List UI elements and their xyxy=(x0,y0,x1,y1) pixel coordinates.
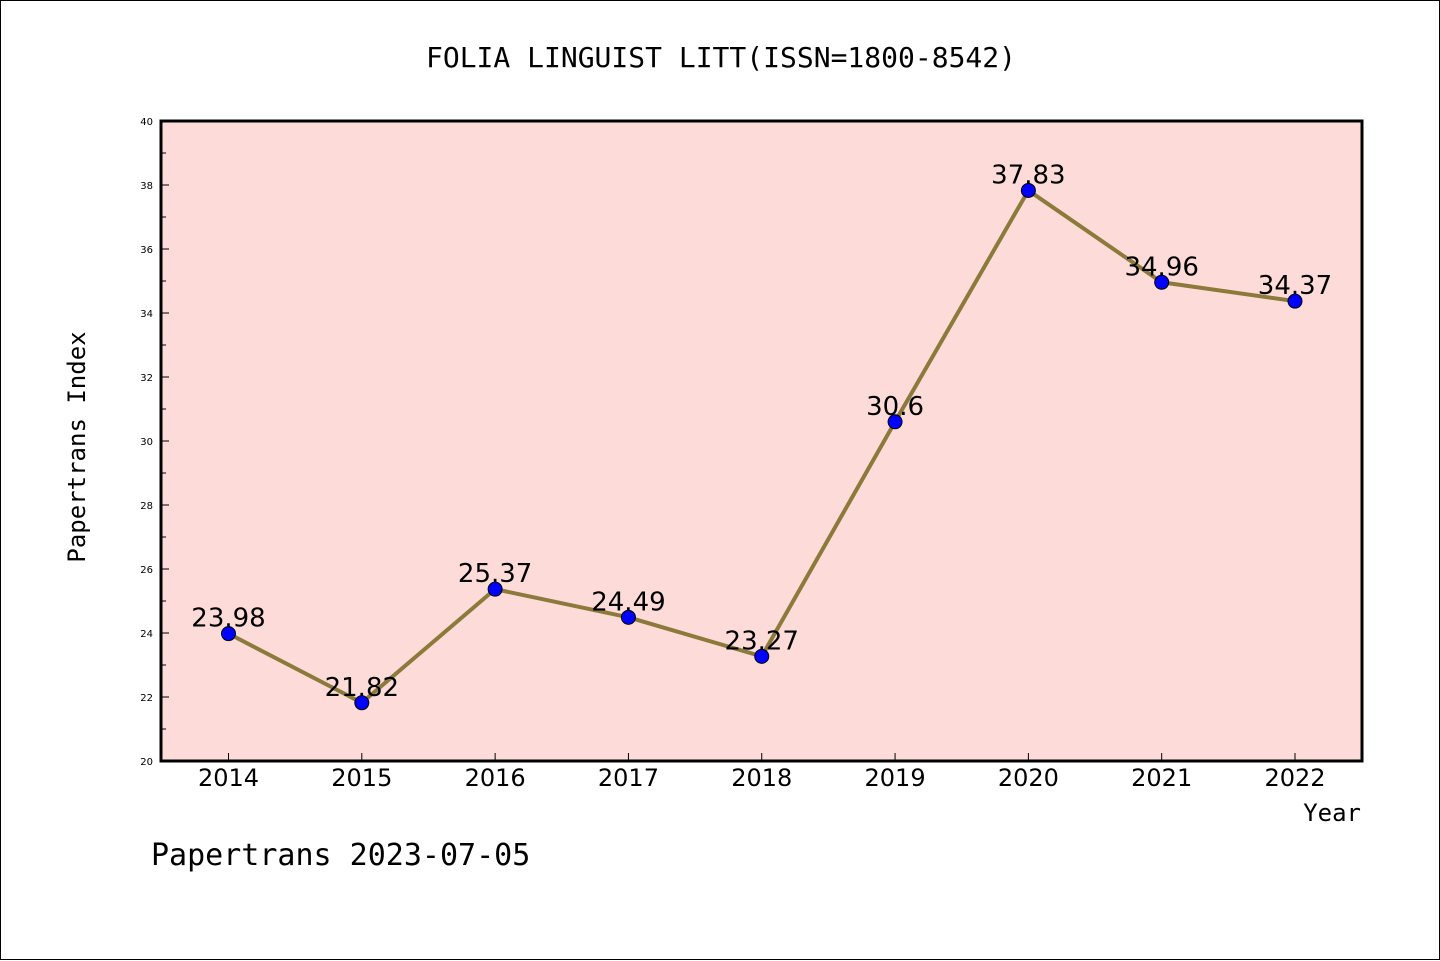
x-tick-label-2014: 2014 xyxy=(198,764,259,792)
data-point-2017 xyxy=(620,609,636,625)
plot-area xyxy=(161,121,1362,761)
y-axis-label: Papertrans Index xyxy=(63,331,91,562)
y-tick-label-28: 28 xyxy=(140,501,153,512)
y-tick-label-26: 26 xyxy=(140,565,153,576)
data-label-2021: 34.96 xyxy=(1124,252,1198,282)
y-tick-label-34: 34 xyxy=(140,309,153,320)
y-tick-label-32: 32 xyxy=(140,373,153,384)
x-tick-label-2019: 2019 xyxy=(865,764,926,792)
data-point-2015 xyxy=(354,695,370,711)
data-label-2014: 23.98 xyxy=(191,604,265,634)
data-label-2016: 25.37 xyxy=(458,559,532,589)
x-tick-label-2020: 2020 xyxy=(998,764,1059,792)
markers-group xyxy=(221,182,1303,711)
x-axis: 2014 2015 2016 2017 2018 2019 2020 2021 2022 xyxy=(198,753,1326,792)
x-axis-label: Year xyxy=(1303,799,1361,827)
plot-border xyxy=(159,119,1364,763)
x-tick-label-2022: 2022 xyxy=(1264,764,1325,792)
y-tick-label-36: 36 xyxy=(140,245,153,256)
data-point-2014 xyxy=(221,626,236,642)
data-label-2018: 23.27 xyxy=(725,626,799,656)
data-label-2017: 24.49 xyxy=(591,587,665,617)
y-tick-label-30: 30 xyxy=(140,437,153,448)
x-tick-label-2016: 2016 xyxy=(465,764,526,792)
data-point-2021 xyxy=(1154,274,1170,290)
data-point-2020 xyxy=(1020,182,1036,198)
data-point-2019 xyxy=(887,414,903,430)
y-axis: 20 22 24 26 28 30 32 34 36 38 40 xyxy=(140,117,169,768)
data-label-2022: 34.37 xyxy=(1258,271,1332,301)
chart-title: FOLIA LINGUIST LITT(ISSN=1800-8542) xyxy=(426,41,1016,74)
data-label-2020: 37.83 xyxy=(991,160,1065,190)
data-point-2018 xyxy=(754,648,770,664)
data-labels-group: 23.98 21.82 25.37 24.49 23.27 30.6 37.83 34.96 3… xyxy=(191,160,1332,702)
footer-text: Papertrans 2023-07-05 xyxy=(151,838,530,873)
x-tick-label-2017: 2017 xyxy=(598,764,659,792)
y-tick-label-38: 38 xyxy=(140,181,153,192)
y-tick-label-40: 40 xyxy=(140,117,153,128)
y-tick-label-24: 24 xyxy=(140,629,153,640)
y-tick-label-22: 22 xyxy=(140,693,153,704)
data-point-2016 xyxy=(487,581,503,597)
y-tick-label-20: 20 xyxy=(140,757,153,768)
x-tick-label-2015: 2015 xyxy=(331,764,392,792)
data-label-2015: 21.82 xyxy=(325,673,399,703)
x-tick-label-2018: 2018 xyxy=(731,764,792,792)
x-tick-label-2021: 2021 xyxy=(1131,764,1192,792)
data-point-2022 xyxy=(1287,293,1303,309)
data-label-2019: 30.6 xyxy=(866,392,924,422)
